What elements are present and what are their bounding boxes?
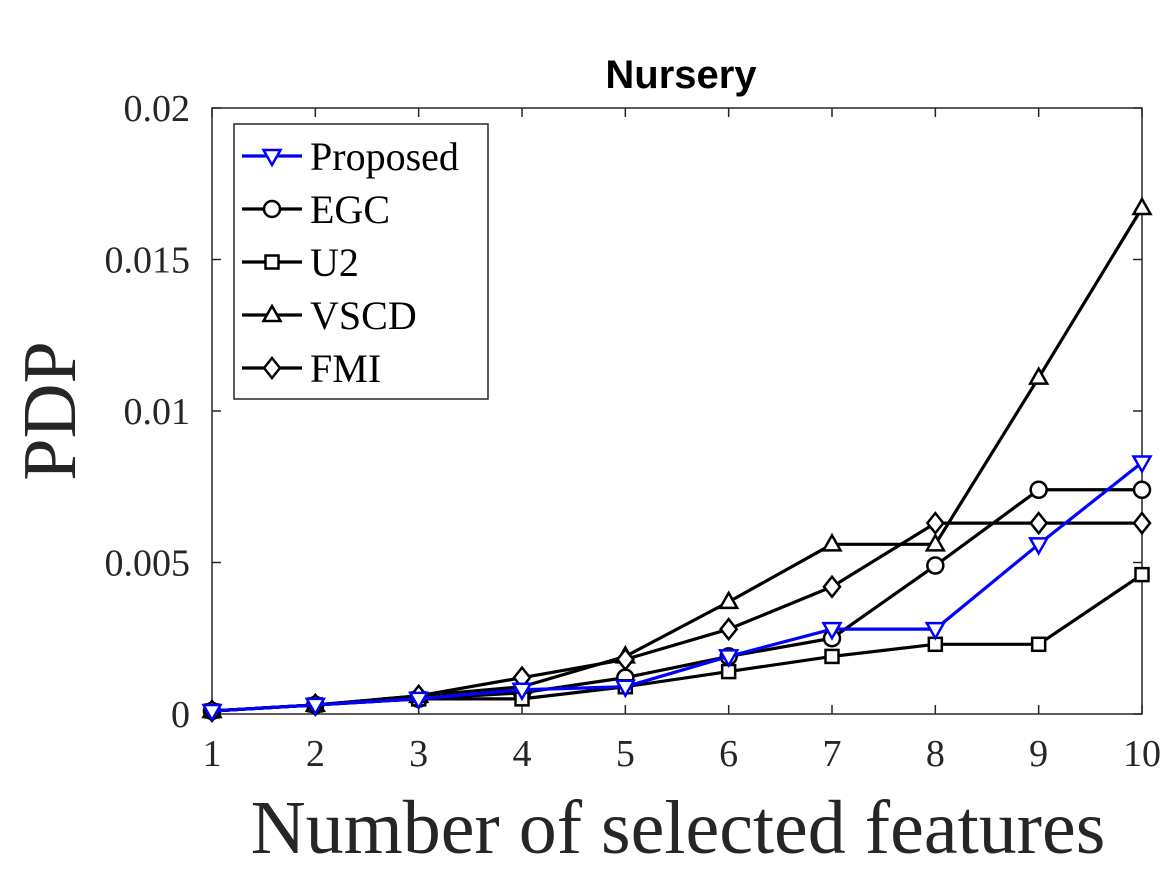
data-point-fmi bbox=[615, 647, 635, 672]
legend-item-egc: EGC bbox=[242, 187, 390, 232]
data-point-fmi bbox=[1029, 511, 1049, 536]
legend-item-fmi: FMI bbox=[242, 346, 381, 391]
data-point-u2 bbox=[1030, 636, 1047, 653]
y-tick-label: 0.005 bbox=[105, 543, 191, 585]
x-tick-label: 2 bbox=[306, 733, 325, 775]
data-point-fmi bbox=[719, 617, 739, 642]
data-point-proposed bbox=[408, 691, 430, 711]
series-line-proposed bbox=[211, 461, 1143, 713]
data-point-vscd bbox=[1028, 366, 1050, 385]
data-point-u2 bbox=[824, 648, 840, 665]
data-point-proposed bbox=[201, 703, 223, 723]
legend-marker-proposed bbox=[261, 148, 283, 168]
x-tick-label: 8 bbox=[926, 733, 945, 775]
data-point-egc bbox=[1029, 480, 1048, 500]
x-tick-label: 1 bbox=[203, 733, 222, 775]
y-tick-label: 0.02 bbox=[124, 88, 191, 130]
data-point-proposed bbox=[614, 679, 636, 699]
series-fmi bbox=[202, 511, 1152, 723]
x-tick-label: 9 bbox=[1029, 733, 1048, 775]
x-tick-label: 4 bbox=[513, 733, 532, 775]
legend-label-u2: U2 bbox=[310, 240, 359, 285]
data-point-proposed bbox=[511, 682, 533, 702]
data-point-fmi bbox=[925, 511, 945, 536]
legend-label-fmi: FMI bbox=[310, 346, 381, 391]
legend-marker-u2 bbox=[264, 254, 280, 270]
legend-label-vscd: VSCD bbox=[310, 293, 417, 338]
data-point-proposed bbox=[1028, 537, 1050, 556]
data-point-proposed bbox=[924, 621, 946, 641]
legend-item-u2: U2 bbox=[242, 240, 359, 285]
series-line-fmi bbox=[211, 521, 1142, 713]
legend-label-egc: EGC bbox=[310, 187, 390, 232]
data-point-fmi bbox=[822, 574, 842, 599]
series-egc bbox=[202, 480, 1152, 721]
data-point-vscd bbox=[821, 532, 843, 552]
x-tick-label: 7 bbox=[823, 733, 842, 775]
x-axis-label: Number of selected features bbox=[251, 786, 1106, 870]
chart-title: Nursery bbox=[605, 53, 757, 97]
data-point-proposed bbox=[304, 697, 326, 717]
y-axis-label: PDP bbox=[8, 341, 92, 480]
legend-item-proposed: Proposed bbox=[242, 134, 459, 179]
data-point-fmi bbox=[1132, 511, 1152, 536]
data-point-proposed bbox=[1131, 455, 1153, 475]
data-point-vscd bbox=[718, 590, 740, 610]
series-proposed bbox=[201, 455, 1153, 723]
data-point-egc bbox=[926, 556, 945, 575]
x-tick-label: 10 bbox=[1123, 733, 1161, 775]
y-tick-label: 0.015 bbox=[105, 240, 191, 282]
x-tick-label: 5 bbox=[616, 733, 635, 775]
legend-marker-vscd bbox=[261, 303, 283, 323]
legend: Proposed EGC U2 VSCD FMI bbox=[233, 123, 489, 400]
legend-marker-fmi bbox=[262, 355, 282, 381]
legend-marker-egc bbox=[262, 199, 282, 219]
x-tick-label: 6 bbox=[719, 733, 738, 775]
data-point-u2 bbox=[1134, 566, 1150, 583]
y-tick-label: 0 bbox=[171, 694, 190, 736]
legend-label-proposed: Proposed bbox=[310, 134, 459, 179]
legend-item-vscd: VSCD bbox=[242, 293, 417, 338]
x-tick-label: 3 bbox=[409, 733, 428, 775]
y-tick-label: 0.01 bbox=[124, 391, 191, 433]
series-layer bbox=[201, 196, 1153, 723]
data-point-vscd bbox=[1131, 196, 1153, 216]
data-point-egc bbox=[1132, 480, 1152, 500]
data-point-proposed bbox=[718, 649, 740, 668]
axis-ticks: 1 2 3 4 5 6 7 8 9 10 0 0.005 0.01 0.015 0.02 bbox=[105, 88, 1162, 775]
data-point-vscd bbox=[924, 532, 946, 552]
data-point-proposed bbox=[821, 621, 843, 641]
